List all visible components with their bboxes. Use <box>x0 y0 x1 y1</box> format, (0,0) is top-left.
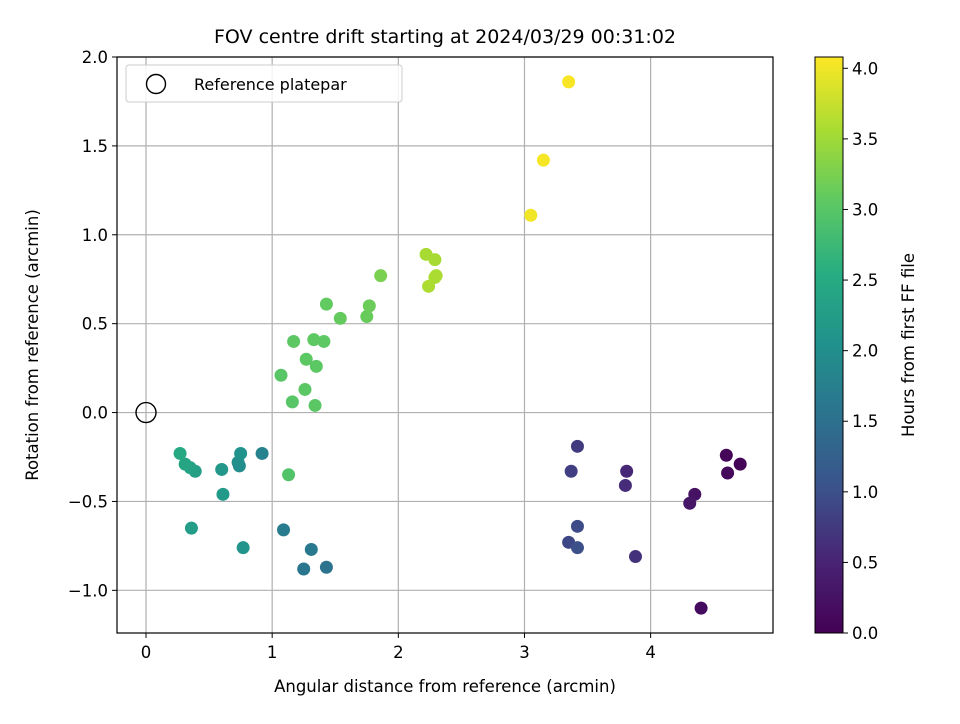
data-point <box>620 464 634 478</box>
y-tick-label: 2.0 <box>82 48 108 67</box>
data-point <box>319 560 333 574</box>
x-tick-label: 1 <box>267 643 278 662</box>
data-point <box>721 466 735 480</box>
data-point <box>683 496 697 510</box>
y-tick-label: 1.5 <box>82 137 108 156</box>
chart-title: FOV centre drift starting at 2024/03/29 … <box>214 26 676 48</box>
data-point <box>319 297 333 311</box>
data-point <box>428 253 442 267</box>
data-point <box>277 523 291 537</box>
colorbar-tick-label: 2.5 <box>852 271 878 290</box>
legend-reference-marker <box>145 73 167 95</box>
data-point <box>570 541 584 555</box>
data-point <box>308 398 322 412</box>
plot-frame <box>116 56 774 634</box>
data-point <box>274 368 288 382</box>
colorbar-label: Hours from first FF file <box>899 253 918 437</box>
y-axis-ticks: −1.0 −0.5 0.0 0.5 1.0 1.5 2.0 <box>68 48 117 600</box>
y-tick-label: 0.5 <box>82 315 108 334</box>
data-point <box>564 464 578 478</box>
data-point <box>570 439 584 453</box>
data-point <box>317 334 331 348</box>
data-point <box>304 542 318 556</box>
data-point <box>285 395 299 409</box>
data-point <box>562 75 576 89</box>
colorbar-ticks: 0.0 0.5 1.0 1.5 2.0 2.5 3.0 3.5 4.0 <box>843 59 878 643</box>
data-point <box>628 550 642 564</box>
grid <box>117 56 773 633</box>
data-point <box>173 446 187 460</box>
reference-platepar-marker <box>135 401 157 424</box>
colorbar-tick-label: 2.0 <box>852 342 878 361</box>
data-point <box>422 279 436 293</box>
data-point <box>184 521 198 535</box>
y-axis-label: Rotation from reference (arcmin) <box>23 209 42 481</box>
data-point <box>287 334 301 348</box>
data-point <box>282 468 296 482</box>
data-point <box>307 333 321 347</box>
colorbar-gradient <box>815 57 843 633</box>
y-tick-label: −1.0 <box>68 581 108 600</box>
data-point <box>733 457 747 471</box>
data-point <box>360 310 374 324</box>
data-point <box>215 462 229 476</box>
data-point <box>570 519 584 533</box>
data-point <box>524 208 538 222</box>
x-axis-ticks: 0 1 2 3 4 <box>141 633 656 662</box>
colorbar-tick-label: 3.5 <box>852 130 878 149</box>
legend-box <box>125 64 403 103</box>
legend: Reference platepar <box>125 64 403 103</box>
reference-marker <box>135 401 157 424</box>
y-tick-label: 1.0 <box>82 226 108 245</box>
data-points <box>173 75 747 615</box>
data-point <box>309 359 323 373</box>
colorbar-tick-label: 4.0 <box>852 59 878 78</box>
data-point <box>298 382 312 396</box>
colorbar-tick-label: 3.0 <box>852 200 878 219</box>
data-point <box>236 541 250 555</box>
x-axis-label: Angular distance from reference (arcmin) <box>274 677 616 696</box>
data-point <box>255 446 269 460</box>
colorbar-tick-label: 0.0 <box>852 624 878 643</box>
data-point <box>297 562 311 576</box>
data-point <box>374 269 388 283</box>
data-point <box>536 153 550 167</box>
data-point <box>299 352 313 366</box>
data-point <box>216 487 230 501</box>
x-tick-label: 3 <box>519 643 530 662</box>
data-point <box>429 269 443 283</box>
data-point <box>333 311 347 325</box>
y-tick-label: −0.5 <box>68 492 108 511</box>
colorbar-tick-label: 1.5 <box>852 412 878 431</box>
y-tick-label: 0.0 <box>82 404 108 423</box>
data-point <box>618 478 632 492</box>
colorbar-frame <box>814 56 844 634</box>
data-point <box>178 457 192 471</box>
data-point <box>694 601 708 615</box>
x-tick-label: 0 <box>141 643 152 662</box>
colorbar: 0.0 0.5 1.0 1.5 2.0 2.5 3.0 3.5 4.0 Hours from f… <box>814 56 918 643</box>
data-point <box>719 448 733 462</box>
data-point <box>362 299 376 313</box>
colorbar-tick-label: 1.0 <box>852 483 878 502</box>
legend-label-reference: Reference platepar <box>194 75 347 94</box>
colorbar-tick-label: 0.5 <box>852 553 878 572</box>
data-point <box>234 446 248 460</box>
x-tick-label: 2 <box>393 643 404 662</box>
x-tick-label: 4 <box>645 643 656 662</box>
